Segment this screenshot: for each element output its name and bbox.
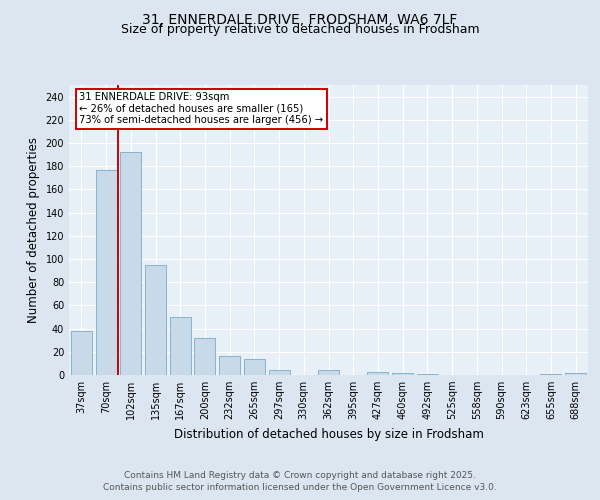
- Bar: [318, 370, 339, 375]
- X-axis label: Distribution of detached houses by size in Frodsham: Distribution of detached houses by size …: [173, 428, 484, 440]
- Y-axis label: Number of detached properties: Number of detached properties: [27, 137, 40, 323]
- Bar: [194, 338, 215, 375]
- Bar: [95, 170, 116, 375]
- Bar: [244, 359, 265, 375]
- Bar: [565, 372, 586, 375]
- Bar: [145, 265, 166, 375]
- Bar: [367, 372, 388, 375]
- Bar: [541, 374, 562, 375]
- Bar: [219, 356, 240, 375]
- Bar: [71, 331, 92, 375]
- Text: 31, ENNERDALE DRIVE, FRODSHAM, WA6 7LF: 31, ENNERDALE DRIVE, FRODSHAM, WA6 7LF: [142, 12, 458, 26]
- Text: Contains HM Land Registry data © Crown copyright and database right 2025.
Contai: Contains HM Land Registry data © Crown c…: [103, 471, 497, 492]
- Bar: [120, 152, 141, 375]
- Bar: [392, 372, 413, 375]
- Bar: [170, 317, 191, 375]
- Bar: [417, 374, 438, 375]
- Text: Size of property relative to detached houses in Frodsham: Size of property relative to detached ho…: [121, 24, 479, 36]
- Text: 31 ENNERDALE DRIVE: 93sqm
← 26% of detached houses are smaller (165)
73% of semi: 31 ENNERDALE DRIVE: 93sqm ← 26% of detac…: [79, 92, 323, 126]
- Bar: [269, 370, 290, 375]
